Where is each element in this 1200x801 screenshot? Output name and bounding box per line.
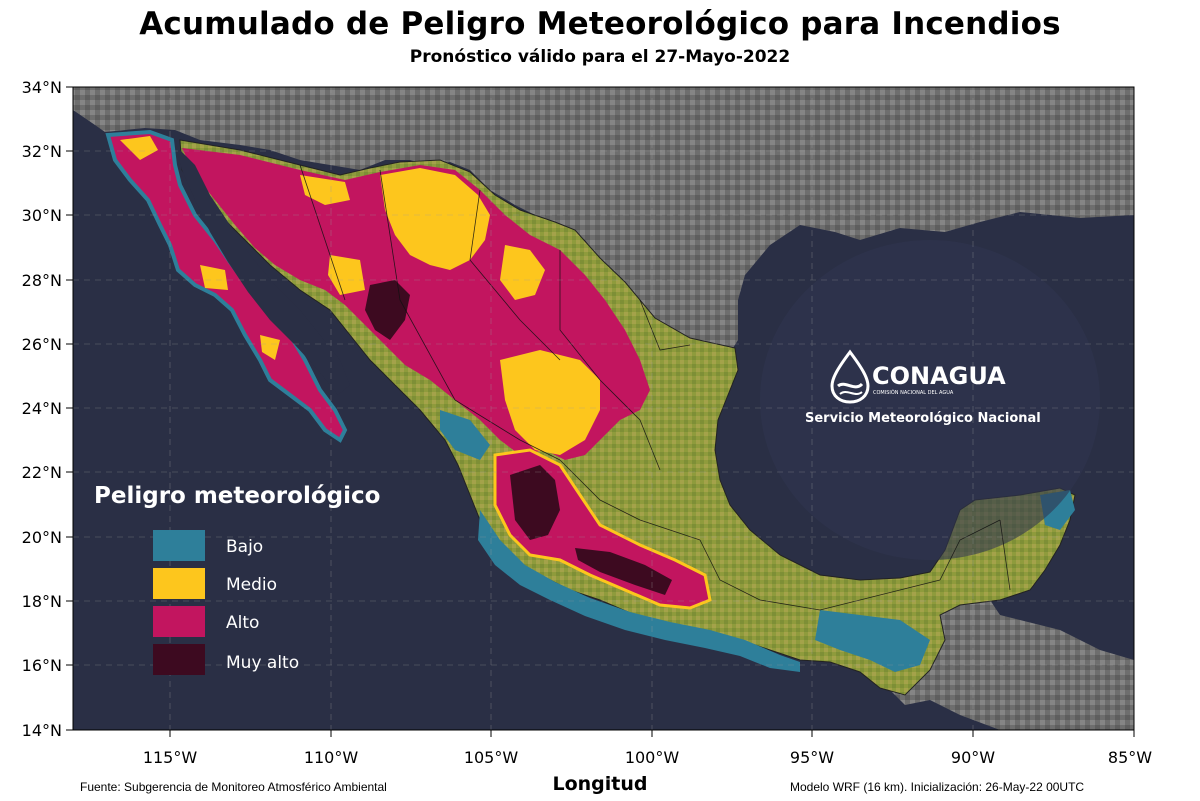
medio-region-w [328,255,365,295]
medio-region-central [500,350,600,455]
muy-alto-patch-michoacan-inner [575,548,672,595]
baja-medio-patch [260,335,280,360]
baja-medio-patch [120,136,158,160]
lat-tick-label: 20°N [22,528,62,547]
lat-tick-label: 18°N [22,592,62,611]
legend-label-alto: Alto [226,613,259,633]
lon-tick-label: 85°W [1108,748,1152,767]
legend-swatch-medio [153,568,205,599]
legend-swatch-muy-alto [153,644,205,675]
usa-landmass [73,87,1134,348]
muy-alto-patch-jalisco-inner [510,465,560,540]
brand-tagline: COMISIÓN NACIONAL DEL AGUA [873,389,954,396]
lat-tick-label: 32°N [22,142,62,161]
model-note: Modelo WRF (16 km). Inicialización: 26-M… [790,780,1085,794]
legend: Peligro meteorológico Bajo Medio Alto Mu… [94,483,380,675]
legend-label-medio: Medio [226,575,277,595]
lat-tick-label: 30°N [22,206,62,225]
baja-medio-patch [200,265,228,290]
legend-title: Peligro meteorológico [94,483,380,509]
lon-tick-label: 100°W [625,748,680,767]
lat-tick-label: 28°N [22,271,62,290]
lon-tick-label: 105°W [464,748,519,767]
lat-tick-label: 34°N [22,78,62,97]
lon-tick-label: 110°W [304,748,359,767]
muy-alto-patch-chihuahua [365,280,410,340]
map-title: Acumulado de Peligro Meteorológico para … [139,6,1061,42]
gulf-of-mexico-highlight [760,240,1100,560]
lat-tick-label: 22°N [22,463,62,482]
graticule [73,87,1134,730]
latitude-axis: 34°N 32°N 30°N 28°N 26°N 24°N 22°N 20°N … [22,78,73,740]
bajo-northwest [440,410,490,460]
longitude-axis: 115°W 110°W 105°W 100°W 95°W 90°W 85°W [143,730,1152,767]
lat-tick-label: 24°N [22,399,62,418]
brand-name: CONAGUA [872,362,1006,390]
source-note: Fuente: Subgerencia de Monitoreo Atmosfé… [80,780,387,794]
lat-tick-label: 16°N [22,656,62,675]
water-drop-icon [830,349,870,404]
lat-tick-label: 26°N [22,335,62,354]
medio-region-nw [300,175,350,205]
medio-region-north [380,168,490,270]
bajo-pacific-coast [478,510,800,672]
lat-tick-label: 14°N [22,721,62,740]
legend-label-bajo: Bajo [226,537,263,557]
legend-swatch-bajo [153,530,205,561]
x-axis-label: Longitud [552,773,648,795]
lon-tick-label: 115°W [143,748,198,767]
medio-region-ne [500,245,545,300]
conagua-logo: CONAGUA COMISIÓN NACIONAL DEL AGUA Servi… [805,349,1041,426]
legend-swatch-alto [153,606,205,637]
brand-service: Servicio Meteorológico Nacional [805,411,1041,426]
bajo-oaxaca [815,610,930,672]
gulf-of-california [175,145,350,395]
legend-label-muy-alto: Muy alto [226,653,299,673]
lon-tick-label: 90°W [951,748,995,767]
state-borders [299,164,1011,611]
lon-tick-label: 95°W [790,748,834,767]
map-subtitle: Pronóstico válido para el 27-Mayo-2022 [409,47,791,67]
